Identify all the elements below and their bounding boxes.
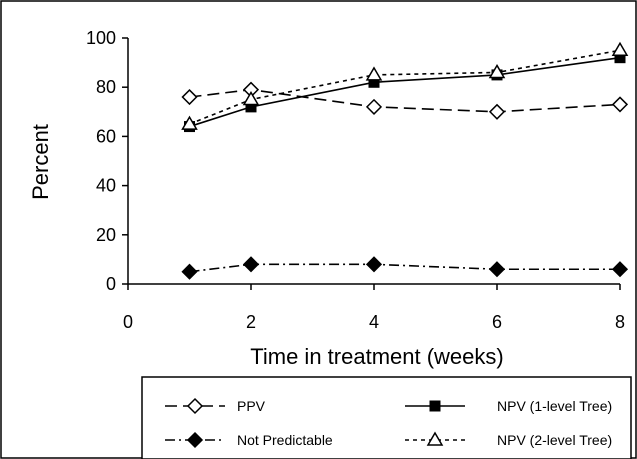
y-tick-label: 0 [106, 274, 116, 294]
legend-swatch-marker [429, 400, 441, 412]
axes: 0 20 40 60 80 100 0 2 4 6 8 [86, 28, 625, 332]
series-3 [181, 41, 629, 130]
data-point [242, 91, 260, 106]
legend-label: NPV (2-level Tree) [497, 432, 612, 448]
data-point [611, 41, 629, 57]
data-point [488, 63, 506, 79]
data-point [488, 261, 506, 278]
x-axis-title: Time in treatment (weeks) [250, 344, 503, 369]
x-tick-label: 6 [492, 312, 502, 332]
legend-item: PPV [165, 397, 266, 415]
legend-box [141, 376, 632, 459]
data-point [611, 96, 629, 113]
legend-swatch-marker [186, 397, 204, 415]
legend-swatch-marker [186, 431, 204, 449]
legend-swatch-marker [426, 431, 444, 446]
data-point [488, 103, 506, 120]
data-point [365, 256, 383, 273]
y-tick-label: 60 [96, 126, 116, 146]
legend-item: Not Predictable [165, 431, 333, 449]
data-point [181, 88, 198, 106]
legend-label: Not Predictable [237, 432, 333, 448]
legend-label: PPV [237, 398, 266, 414]
legend-item: NPV (2-level Tree) [405, 431, 612, 448]
legend-items: PPV NPV (1-level Tree) Not Predictable NPV … [165, 397, 612, 449]
x-tick-label: 2 [246, 312, 256, 332]
x-tick-label: 8 [615, 312, 625, 332]
data-point [181, 263, 198, 280]
legend-label: NPV (1-level Tree) [497, 398, 612, 414]
data-point [365, 98, 383, 115]
y-tick-label: 40 [96, 176, 116, 196]
y-tick-label: 100 [86, 28, 116, 48]
series-layer [181, 41, 629, 280]
legend: PPV NPV (1-level Tree) Not Predictable NPV … [141, 376, 632, 459]
series-0 [181, 81, 629, 120]
data-point [611, 261, 629, 278]
y-axis-title: Percent [28, 124, 53, 200]
data-point [365, 66, 383, 81]
data-point [181, 115, 198, 130]
legend-item: NPV (1-level Tree) [405, 398, 612, 414]
y-tick-label: 20 [96, 225, 116, 245]
x-tick-label: 4 [369, 312, 379, 332]
series-2 [181, 256, 629, 280]
data-point [242, 256, 260, 273]
x-tick-label: 0 [123, 312, 133, 332]
y-tick-label: 80 [96, 77, 116, 97]
